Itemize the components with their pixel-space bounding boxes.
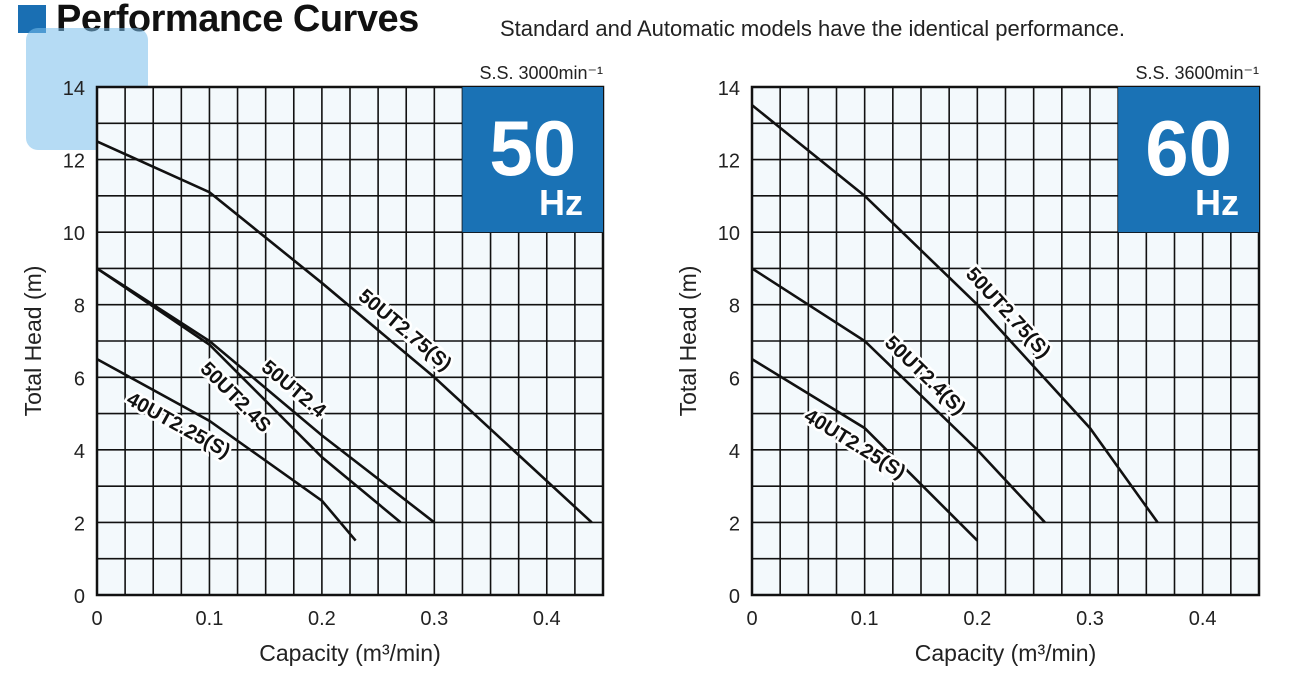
series-line-50UT2.75(S) — [96, 140, 593, 524]
y-tick-label: 2 — [729, 513, 740, 535]
y-tick-label: 0 — [74, 586, 85, 608]
y-axis-label: Total Head (m) — [20, 266, 46, 417]
x-tick-label: 0 — [746, 608, 757, 630]
series-line-50UT2.4(S) — [751, 267, 1046, 524]
series-line-40UT2.25(S) — [751, 358, 979, 542]
x-tick-label: 0.2 — [963, 608, 991, 630]
badge-unit: Hz — [539, 182, 583, 223]
y-tick-label: 6 — [74, 368, 85, 390]
badge-unit: Hz — [1195, 182, 1239, 223]
y-tick-label: 4 — [729, 441, 740, 463]
y-tick-label: 12 — [718, 151, 740, 173]
page-subtitle: Standard and Automatic models have the i… — [500, 16, 1125, 41]
series-line-50UT2.4S — [96, 267, 402, 524]
series-line-50UT2.75(S) — [751, 104, 1159, 524]
plot-frame — [750, 85, 1261, 597]
x-tick-label: 0.4 — [533, 608, 561, 630]
y-tick-label: 8 — [729, 296, 740, 318]
series-line-40UT2.25(S) — [96, 358, 357, 542]
y-tick-label: 14 — [63, 78, 85, 100]
speed-label: S.S. 3000min⁻¹ — [479, 63, 603, 83]
y-tick-label: 8 — [74, 296, 85, 318]
x-tick-label: 0.3 — [1076, 608, 1104, 630]
x-tick-label: 0.3 — [420, 608, 448, 630]
y-tick-label: 12 — [63, 151, 85, 173]
y-tick-label: 6 — [729, 368, 740, 390]
frequency-badge — [462, 87, 603, 233]
x-axis-label: Capacity (m³/min) — [915, 640, 1096, 666]
x-tick-label: 0.4 — [1189, 608, 1217, 630]
badge-frequency-value: 50 — [489, 104, 576, 192]
y-tick-label: 10 — [718, 223, 740, 245]
y-tick-label: 10 — [63, 223, 85, 245]
x-tick-label: 0.1 — [851, 608, 879, 630]
y-tick-label: 0 — [729, 586, 740, 608]
y-tick-label: 14 — [718, 78, 740, 100]
frequency-badge — [1118, 87, 1259, 233]
x-tick-label: 0 — [91, 608, 102, 630]
plot-frame — [95, 85, 605, 597]
y-tick-label: 2 — [74, 513, 85, 535]
series-line-50UT2.4 — [96, 267, 436, 524]
x-axis-label: Capacity (m³/min) — [259, 640, 440, 666]
y-tick-label: 4 — [74, 441, 85, 463]
badge-frequency-value: 60 — [1145, 104, 1232, 192]
y-axis-label: Total Head (m) — [675, 266, 701, 417]
x-tick-label: 0.2 — [308, 608, 336, 630]
speed-label: S.S. 3600min⁻¹ — [1135, 63, 1259, 83]
x-tick-label: 0.1 — [196, 608, 224, 630]
